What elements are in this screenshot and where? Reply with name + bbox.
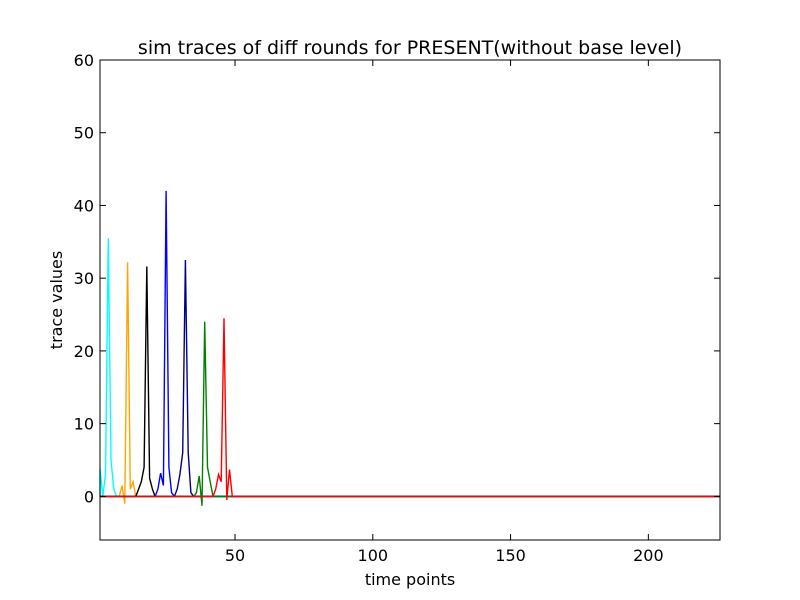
- y-tick-label: 30: [74, 269, 94, 288]
- plot-area: 50 100 150 200 0 10 20 30 40 50 60: [74, 51, 721, 565]
- y-tick-label: 20: [74, 342, 94, 361]
- x-tick-label: 150: [495, 546, 526, 565]
- x-axis-label: time points: [365, 570, 455, 589]
- series-line-5: [100, 259, 720, 498]
- x-tick-label: 100: [358, 546, 389, 565]
- x-tick-label: 50: [225, 546, 245, 565]
- y-tick-label: 40: [74, 196, 94, 215]
- series-layer: [99, 190, 720, 506]
- chart-title: sim traces of diff rounds for PRESENT(wi…: [138, 37, 682, 59]
- plot-frame: [99, 59, 721, 541]
- x-tick-label: 200: [633, 546, 664, 565]
- ticks-layer: 50 100 150 200 0 10 20 30 40 50 60: [74, 51, 720, 565]
- series-line-1: [99, 238, 720, 498]
- y-tick-label: 0: [84, 487, 94, 506]
- series-line-4: [100, 190, 720, 498]
- series-line-7: [100, 318, 720, 501]
- plot-background: [100, 60, 720, 540]
- series-line-6: [100, 321, 720, 506]
- y-tick-label: 10: [74, 415, 94, 434]
- y-tick-label: 50: [74, 124, 94, 143]
- y-axis-label: trace values: [47, 251, 66, 349]
- series-line-3: [100, 266, 720, 498]
- y-tick-label: 60: [74, 51, 94, 70]
